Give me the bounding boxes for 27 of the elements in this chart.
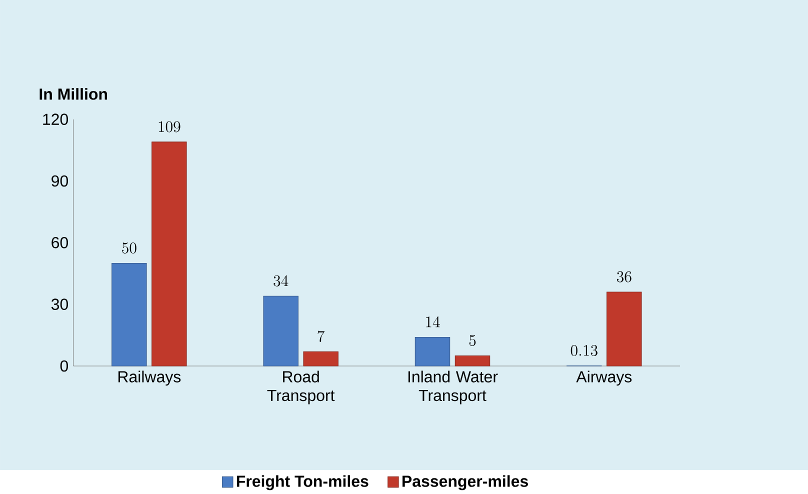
bar <box>606 292 642 366</box>
data-label: 14 <box>426 316 440 328</box>
data-label: 5 <box>469 334 476 346</box>
y-tick-label: 0 <box>60 360 68 372</box>
data-label: 109 <box>158 121 180 132</box>
data-label: 34 <box>274 275 288 286</box>
y-tick-label: 30 <box>51 298 68 310</box>
bar <box>454 355 490 366</box>
y-axis-title: In Million <box>40 88 108 100</box>
x-tick-label: Road Transport <box>267 370 335 404</box>
x-tick-label: Inland Water Transport <box>408 370 498 404</box>
bar <box>263 296 298 366</box>
y-tick-label: 120 <box>43 114 68 125</box>
legend-label: Freight Ton-miles <box>236 475 368 490</box>
data-label: 36 <box>616 271 632 282</box>
y-tick-label: 60 <box>52 236 68 248</box>
data-label: 50 <box>122 242 136 254</box>
bar <box>112 262 147 366</box>
data-label: 0. 13 <box>570 344 598 356</box>
bar <box>152 142 187 366</box>
bar <box>303 351 338 366</box>
legend-label: Passenger-miles <box>402 475 528 490</box>
data-label: 7 <box>318 330 325 342</box>
bar <box>414 336 450 366</box>
x-tick-label: Airways <box>576 370 632 386</box>
y-tick-label: 90 <box>52 175 68 187</box>
x-tick-label: Railways <box>118 370 181 386</box>
